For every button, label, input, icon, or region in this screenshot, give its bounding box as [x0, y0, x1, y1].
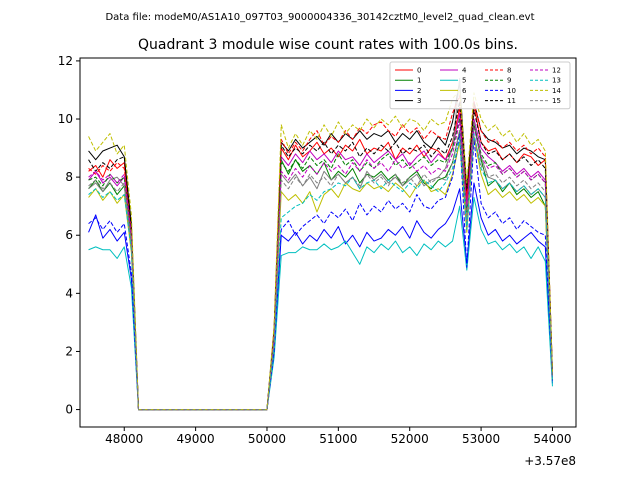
x-tick-label-52000: 52000 — [391, 432, 429, 446]
data-file-header: Data file: modeM0/AS1A10_097T03_90000043… — [105, 12, 534, 23]
legend-label-15: 15 — [552, 97, 561, 105]
series-line-5 — [88, 196, 553, 411]
legend-label-5: 5 — [462, 77, 466, 85]
legend-label-11: 11 — [507, 97, 516, 105]
legend-label-14: 14 — [552, 87, 561, 95]
series-line-10 — [88, 133, 553, 411]
series-line-6 — [88, 135, 553, 411]
legend-label-13: 13 — [552, 77, 561, 85]
series-line-3 — [88, 80, 553, 411]
legend-label-9: 9 — [507, 77, 511, 85]
plot-lines — [88, 77, 553, 411]
legend-label-7: 7 — [462, 97, 466, 105]
y-axis: 0 2 4 6 8 10 12 — [58, 54, 80, 417]
legend-label-4: 4 — [462, 67, 467, 75]
x-axis: 48000 49000 50000 51000 52000 53000 54000 — [105, 427, 572, 446]
y-tick-label-6: 6 — [65, 228, 73, 242]
legend-label-10: 10 — [507, 87, 516, 95]
y-tick-label-8: 8 — [65, 170, 73, 184]
legend-label-3: 3 — [417, 97, 421, 105]
x-offset-label: +3.57e8 — [524, 454, 576, 468]
y-tick-label-12: 12 — [58, 54, 73, 68]
plot-frame — [79, 57, 577, 428]
series-line-8 — [88, 95, 553, 411]
series-line-7 — [88, 77, 553, 411]
legend-box — [389, 61, 571, 110]
y-tick-label-10: 10 — [58, 112, 73, 126]
x-tick-label-48000: 48000 — [105, 432, 143, 446]
x-tick-label-49000: 49000 — [177, 432, 215, 446]
x-tick-label-53000: 53000 — [462, 432, 500, 446]
y-tick-label-0: 0 — [65, 403, 73, 417]
legend-label-2: 2 — [417, 87, 421, 95]
legend-label-12: 12 — [552, 67, 561, 75]
series-line-2 — [88, 182, 553, 411]
x-tick-label-54000: 54000 — [533, 432, 571, 446]
legend-label-0: 0 — [417, 67, 421, 75]
chart-title: Quadrant 3 module wise count rates with … — [138, 37, 518, 53]
series-line-15 — [88, 130, 553, 411]
series-line-13 — [88, 133, 553, 411]
y-tick-label-4: 4 — [65, 286, 73, 300]
x-tick-label-51000: 51000 — [319, 432, 357, 446]
y-tick-label-2: 2 — [65, 344, 73, 358]
series-line-1 — [88, 124, 553, 411]
legend-label-6: 6 — [462, 87, 467, 95]
legend-label-8: 8 — [507, 67, 511, 75]
legend-label-1: 1 — [417, 77, 421, 85]
x-tick-label-50000: 50000 — [248, 432, 286, 446]
